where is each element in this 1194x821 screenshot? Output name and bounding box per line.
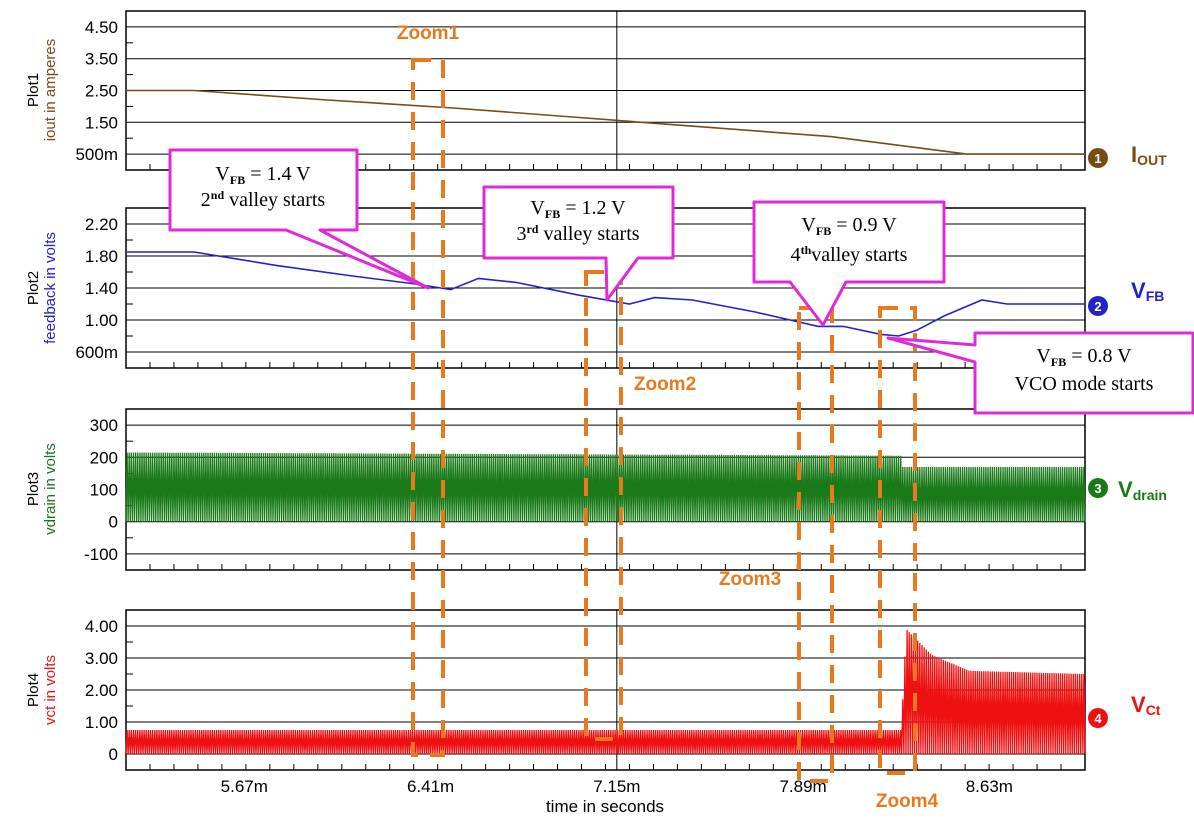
callout-1-line1: VFB = 1.4 V [215,163,311,187]
plot4-y-tick-label: 0 [109,745,118,764]
plot2-marker-number: 2 [1094,299,1101,314]
plot2-series-line [126,251,1085,337]
callout-4-line1: VFB = 0.8 V [1036,345,1132,369]
zoom4-box [878,306,917,775]
plot2-unit: feedback in volts [42,232,59,344]
callout-1-line2: 2nd valley starts [201,188,326,211]
plot3-y-tick-label: 300 [90,416,118,435]
x-tick-label: 6.41m [407,777,454,796]
series-layer [125,89,1086,755]
callout-4-line2: VCO mode starts [1015,373,1154,395]
zoom2-label: Zoom2 [634,374,696,395]
plot3-unit: vdrain in volts [42,443,59,535]
x-tick-label: 8.63m [966,777,1013,796]
plot1-unit: iout in amperes [42,39,59,142]
plot1-y-tick-label: 2.50 [85,82,118,101]
plot1-marker-circle [1088,148,1108,168]
callout-1: VFB = 1.4 V 2nd valley starts [168,148,430,290]
zoom4-label: Zoom4 [876,791,939,812]
plot4-y-tick-label: 2.00 [85,681,118,700]
plot3-signal-marker: 3 Vdrain [1088,477,1167,503]
plot4-ylabel: Plot4 vct in volts [25,655,59,725]
zoom1-box [411,58,445,757]
plot2-y-tick-label: 1.00 [85,311,118,330]
plot4-unit: vct in volts [42,655,59,725]
plot3-signal-name: Vdrain [1118,477,1167,503]
plot3-marker-circle [1088,478,1108,498]
callout-2-line2: 3rd valley starts [516,222,639,245]
plot1-marker-number: 1 [1094,151,1101,166]
plot2-signal-name: VFB [1131,278,1164,304]
plot3-y-tick-label: 0 [109,513,118,532]
plot3-y-tick-label: 200 [90,448,118,467]
tick-label-layer: 4.50 3.50 2.50 1.50 500m 2.20 1.80 1.40 1.00 600m… [75,18,1013,796]
plot1-signal-name: IOUT [1131,142,1167,168]
plot2-ylabel: Plot2 feedback in volts [25,232,59,344]
plot2-marker-circle [1088,296,1108,316]
plot4-y-tick-label: 1.00 [85,713,118,732]
plot1-title: Plot1 [25,73,42,107]
callout-3-line1: VFB = 0.9 V [801,214,897,238]
plot1-y-tick-label: 3.50 [85,50,118,69]
plot2-y-tick-label: 2.20 [85,215,118,234]
plot2-title: Plot2 [25,271,42,305]
plot3-ylabel: Plot3 vdrain in volts [25,443,59,535]
plot4-signal-marker: 4 VCt [1088,692,1161,728]
plot4-y-tick-label: 4.00 [85,617,118,636]
plot3-y-tick-label: -100 [84,545,118,564]
plot4-signal-name: VCt [1131,692,1161,718]
callout-2-line1: VFB = 1.2 V [530,197,626,221]
plot1-y-tick-label: 4.50 [85,18,118,37]
plot1-y-tick-label: 500m [75,145,118,164]
plot4-title: Plot4 [25,673,42,707]
x-axis-title: time in seconds [546,797,664,816]
x-tick-label: 5.67m [221,777,268,796]
plot1-y-tick-label: 1.50 [85,113,118,132]
plot3-marker-number: 3 [1094,481,1101,496]
plot2-signal-marker: 2 VFB [1088,278,1164,316]
x-tick-label: 7.15m [593,777,640,796]
callout-2: VFB = 1.2 V 3rd valley starts [482,185,675,302]
plot2-y-tick-label: 1.40 [85,279,118,298]
zoom3-label: Zoom3 [719,569,781,590]
plot3-series-oscillation [125,452,1086,522]
plot2-y-tick-label: 1.80 [85,247,118,266]
plot2-y-tick-label: 600m [75,343,118,362]
plot1-signal-marker: 1 IOUT [1088,142,1167,168]
plot4-y-tick-label: 3.00 [85,649,118,668]
plot3-y-tick-label: 100 [90,481,118,500]
zoom1-label: Zoom1 [397,23,460,44]
plot3-title: Plot3 [25,472,42,506]
callout-3: VFB = 0.9 V 4thvalley starts [752,200,946,327]
callout-4: VFB = 0.8 V VCO mode starts [886,331,1194,415]
plot4-marker-number: 4 [1094,711,1102,726]
callout-3-line2: 4thvalley starts [791,243,908,266]
plot1-ylabel: Plot1 iout in amperes [25,39,59,142]
plot4-series-oscillation [125,629,1086,755]
plot4-marker-circle [1088,708,1108,728]
zoom2-box [584,270,623,741]
plot1-series-line [126,89,1085,155]
